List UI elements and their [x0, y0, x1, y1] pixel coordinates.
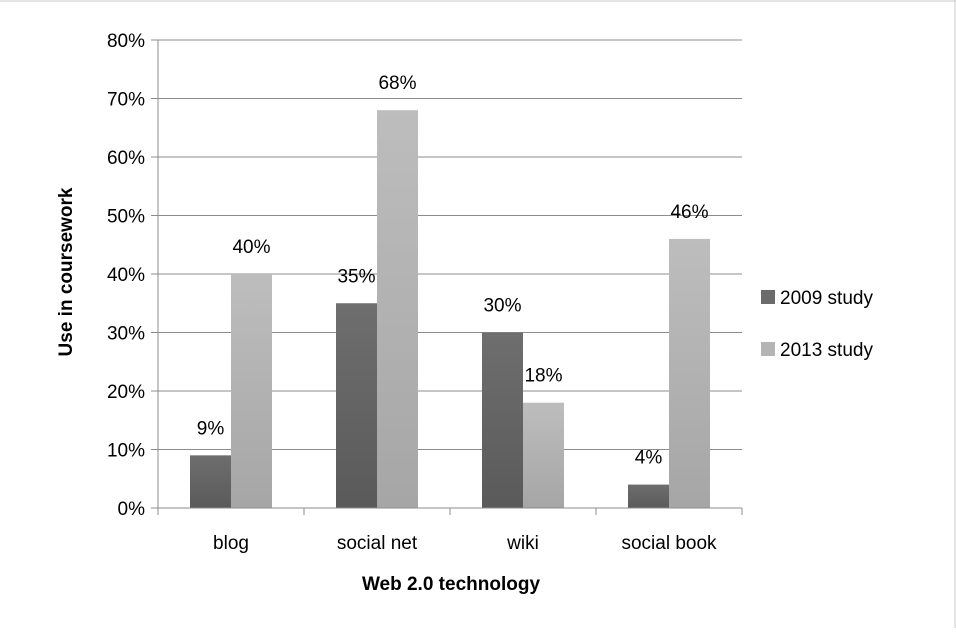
- bar-2013-study-social-net: [377, 110, 418, 508]
- bar-2009-study-social-book: [628, 484, 669, 508]
- data-label: 46%: [670, 202, 708, 223]
- x-tick-label: social book: [621, 533, 717, 554]
- y-tick-label: 60%: [107, 148, 145, 169]
- data-label: 35%: [337, 266, 375, 287]
- data-label: 4%: [635, 448, 663, 469]
- data-label: 18%: [524, 366, 562, 387]
- bar-2013-study-blog: [231, 274, 272, 508]
- x-axis-title: Web 2.0 technology: [362, 574, 541, 595]
- bar-2013-study-wiki: [523, 402, 564, 508]
- data-label: 9%: [197, 418, 225, 439]
- y-tick-label: 70%: [107, 90, 145, 111]
- data-labels: 9% 40% 35% 68% 30% 18% 4% 46%: [197, 73, 709, 468]
- y-tick-label: 20%: [107, 382, 145, 403]
- y-axis-title: Use in coursework: [56, 187, 77, 356]
- data-label: 68%: [378, 73, 416, 94]
- y-tick-label: 40%: [107, 265, 145, 286]
- legend-label: 2013 study: [780, 340, 873, 361]
- bar-2009-study-blog: [190, 455, 231, 508]
- y-tick-label: 50%: [107, 207, 145, 228]
- bars: [190, 110, 710, 508]
- axes: 0% 10% 20% 30% 40% 50% 60% 70% 80% blog social net…: [107, 31, 743, 554]
- y-tick-label: 10%: [107, 441, 145, 462]
- data-label: 40%: [232, 237, 270, 258]
- legend: 2009 study 2013 study: [761, 288, 873, 361]
- x-tick-label: wiki: [506, 533, 539, 554]
- y-tick-label: 0%: [118, 499, 146, 520]
- bar-2013-study-social-book: [669, 238, 710, 508]
- bar-2009-study-social-net: [336, 303, 377, 508]
- legend-label: 2009 study: [780, 288, 873, 309]
- x-tick-label: social net: [337, 533, 418, 554]
- legend-swatch: [761, 290, 775, 304]
- y-tick-label: 80%: [107, 31, 145, 52]
- data-label: 30%: [483, 296, 521, 317]
- bar-2009-study-wiki: [482, 332, 523, 508]
- legend-swatch: [761, 342, 775, 356]
- y-tick-label: 30%: [107, 324, 145, 345]
- x-tick-label: blog: [213, 533, 249, 554]
